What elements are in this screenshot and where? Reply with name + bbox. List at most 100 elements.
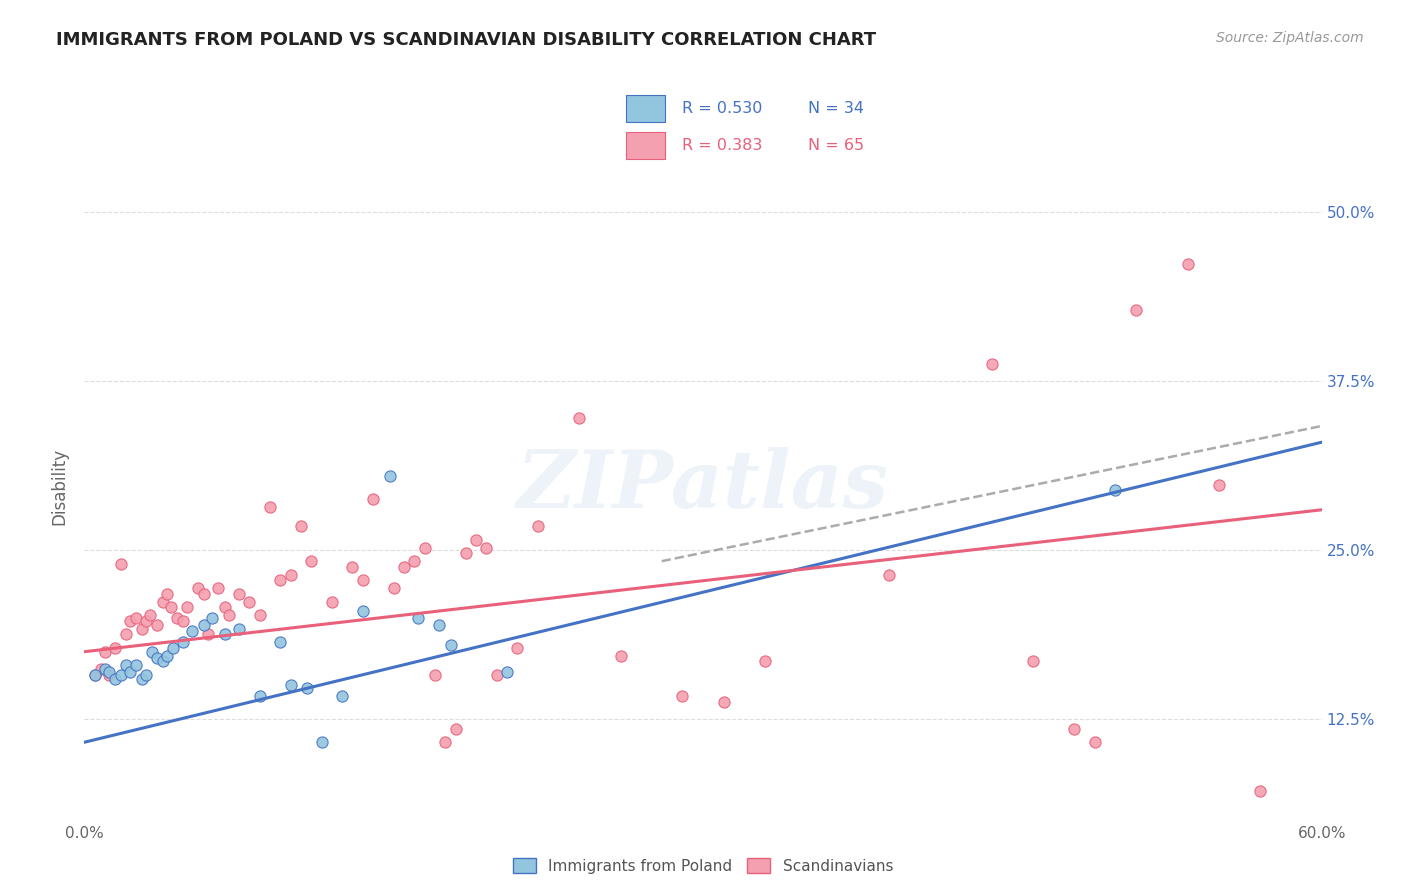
Point — [176, 600, 198, 615]
Point — [125, 658, 148, 673]
Point — [131, 622, 153, 636]
Point — [83, 667, 105, 681]
Point — [475, 541, 498, 555]
Point — [1177, 257, 1199, 271]
Point — [193, 617, 215, 632]
Point — [404, 554, 426, 568]
Point — [311, 735, 333, 749]
Point — [162, 640, 184, 655]
Point — [299, 554, 322, 568]
Point — [280, 678, 302, 692]
Point — [980, 357, 1002, 371]
Point — [413, 541, 436, 555]
Point — [104, 672, 127, 686]
Point — [139, 608, 162, 623]
Point — [382, 581, 405, 595]
Point — [444, 722, 467, 736]
Point — [214, 600, 236, 615]
Point — [454, 546, 477, 560]
Point — [145, 651, 167, 665]
Point — [506, 640, 529, 655]
Point — [152, 654, 174, 668]
Point — [321, 595, 343, 609]
Point — [187, 581, 209, 595]
FancyBboxPatch shape — [626, 132, 665, 160]
Point — [671, 690, 693, 704]
Point — [1084, 735, 1107, 749]
Point — [131, 672, 153, 686]
Point — [118, 614, 141, 628]
Point — [609, 648, 631, 663]
Point — [160, 600, 183, 615]
Point — [423, 667, 446, 681]
Point — [496, 665, 519, 679]
Text: R = 0.383: R = 0.383 — [682, 138, 762, 153]
Point — [98, 667, 121, 681]
Point — [1022, 654, 1045, 668]
Point — [330, 690, 353, 704]
Point — [197, 627, 219, 641]
Point — [110, 667, 132, 681]
Point — [440, 638, 463, 652]
Point — [172, 614, 194, 628]
Point — [214, 627, 236, 641]
Point — [104, 640, 127, 655]
Point — [249, 608, 271, 623]
Point — [733, 824, 755, 838]
Point — [152, 595, 174, 609]
Text: Source: ZipAtlas.com: Source: ZipAtlas.com — [1216, 31, 1364, 45]
Point — [238, 595, 260, 609]
Point — [1063, 722, 1085, 736]
Legend: Immigrants from Poland, Scandinavians: Immigrants from Poland, Scandinavians — [506, 852, 900, 880]
Point — [427, 617, 450, 632]
Y-axis label: Disability: Disability — [51, 448, 69, 524]
Point — [1104, 483, 1126, 497]
Point — [280, 567, 302, 582]
Point — [1208, 478, 1230, 492]
Point — [172, 635, 194, 649]
Point — [713, 695, 735, 709]
Point — [378, 469, 401, 483]
Point — [352, 604, 374, 618]
Point — [218, 608, 240, 623]
Point — [485, 667, 508, 681]
Text: N = 65: N = 65 — [808, 138, 865, 153]
FancyBboxPatch shape — [626, 95, 665, 122]
Point — [361, 491, 384, 506]
Text: IMMIGRANTS FROM POLAND VS SCANDINAVIAN DISABILITY CORRELATION CHART: IMMIGRANTS FROM POLAND VS SCANDINAVIAN D… — [56, 31, 876, 49]
Point — [259, 500, 281, 514]
Point — [228, 586, 250, 600]
Point — [201, 611, 224, 625]
Point — [877, 567, 900, 582]
Point — [114, 627, 136, 641]
Point — [527, 519, 550, 533]
Point — [207, 581, 229, 595]
Point — [352, 573, 374, 587]
Point — [408, 611, 430, 625]
Point — [114, 658, 136, 673]
Point — [94, 645, 117, 659]
Point — [249, 690, 271, 704]
Point — [110, 557, 132, 571]
Point — [145, 617, 167, 632]
Point — [135, 614, 157, 628]
Point — [141, 645, 163, 659]
Point — [94, 662, 117, 676]
Point — [98, 665, 121, 679]
Text: ZIPatlas: ZIPatlas — [517, 448, 889, 524]
Point — [295, 681, 318, 696]
Point — [156, 586, 179, 600]
Point — [118, 665, 141, 679]
Point — [125, 611, 148, 625]
Point — [1125, 302, 1147, 317]
Point — [568, 410, 591, 425]
Point — [180, 624, 202, 639]
Point — [269, 635, 291, 649]
Text: N = 34: N = 34 — [808, 101, 865, 116]
Point — [269, 573, 291, 587]
Point — [434, 735, 457, 749]
Point — [342, 559, 364, 574]
Point — [754, 654, 776, 668]
Point — [156, 648, 179, 663]
Point — [135, 667, 157, 681]
